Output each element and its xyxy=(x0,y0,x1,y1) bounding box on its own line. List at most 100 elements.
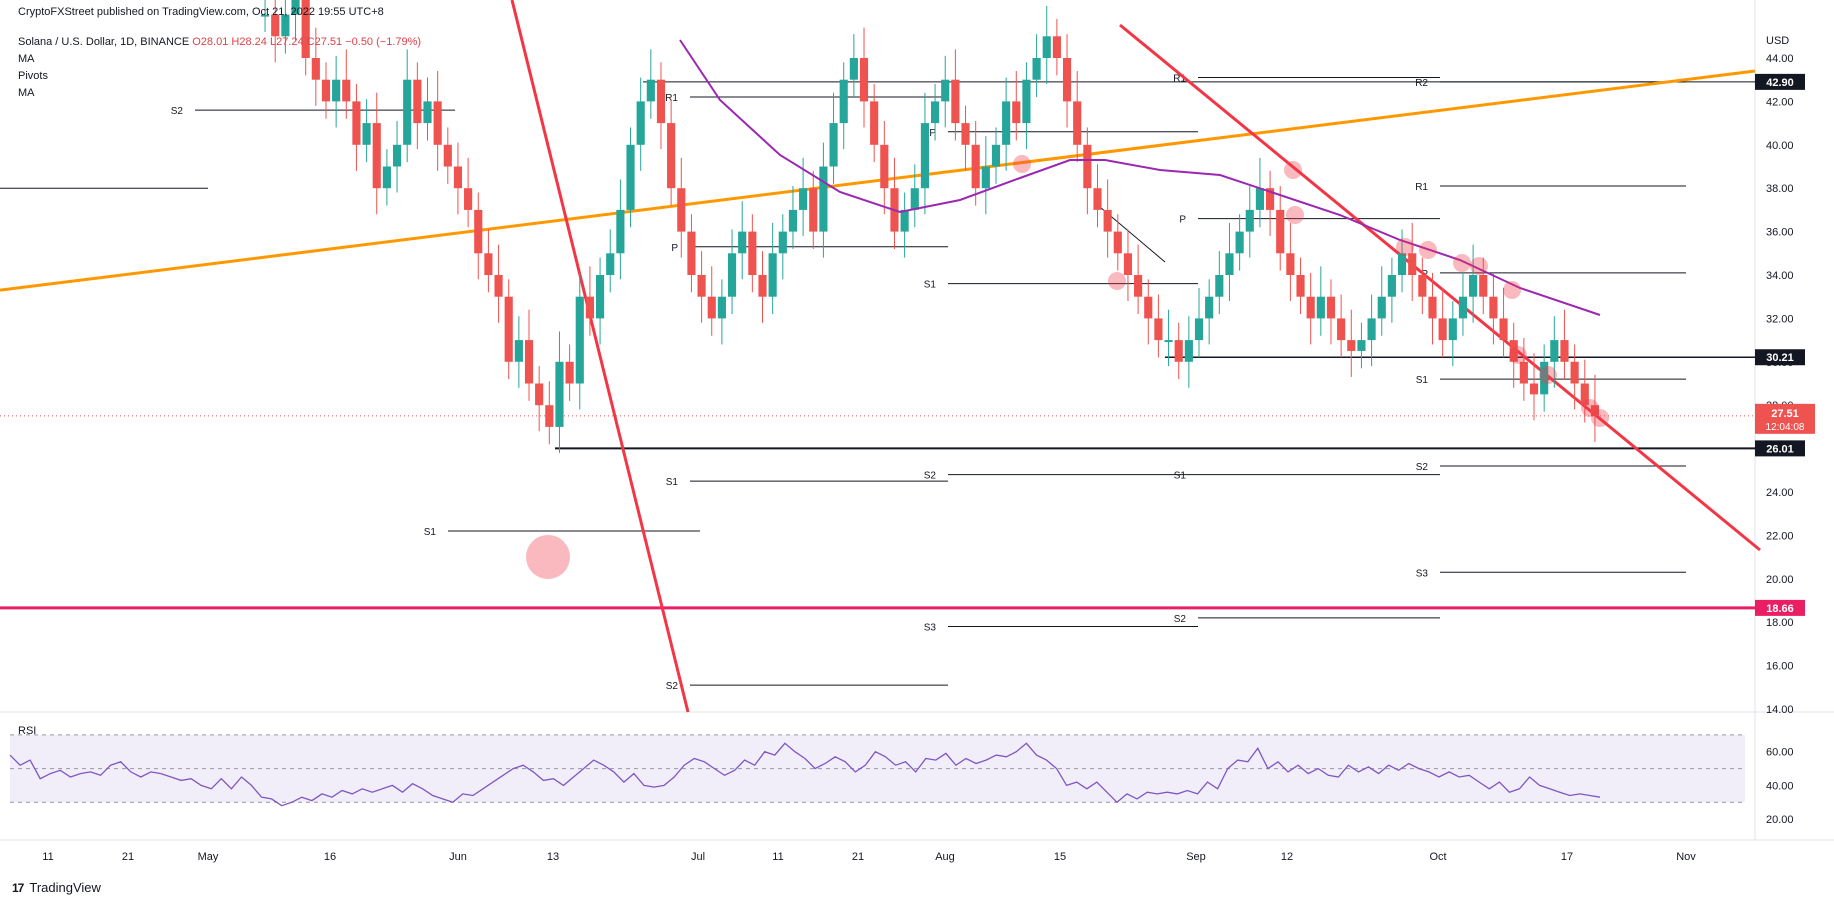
candle-body xyxy=(1387,275,1396,297)
candle-body xyxy=(931,101,940,124)
candle-body xyxy=(423,101,432,124)
candle-body xyxy=(1073,101,1082,145)
y-tick-label: 18.00 xyxy=(1766,617,1794,629)
y-tick-label: 36.00 xyxy=(1766,227,1794,239)
candle-body xyxy=(961,123,970,145)
red-downtrend-line xyxy=(1119,23,1761,552)
candle-body xyxy=(738,231,747,254)
highlight-marker xyxy=(1286,206,1304,224)
candle-body xyxy=(535,383,544,406)
candle-body xyxy=(545,405,554,427)
candle-body xyxy=(1499,318,1508,341)
pivot-label: R1 xyxy=(1415,182,1428,193)
rsi-line xyxy=(9,742,1601,807)
candle-body xyxy=(1245,209,1254,232)
candle-body xyxy=(464,188,473,210)
candle-body xyxy=(1042,36,1051,58)
x-tick-label: 11 xyxy=(42,851,53,863)
x-tick-label: 17 xyxy=(1561,851,1573,863)
legend-symbol[interactable]: Solana / U.S. Dollar, 1D, BINANCE xyxy=(18,36,190,48)
legend-ma-2[interactable]: MA xyxy=(18,87,35,99)
highlight-marker xyxy=(1396,238,1414,256)
candle-body xyxy=(301,0,310,58)
highlight-marker xyxy=(1470,257,1488,275)
axis-currency-label: USD xyxy=(1766,35,1789,47)
candle-body xyxy=(900,209,909,232)
y-tick-label: 24.00 xyxy=(1766,487,1794,499)
candle-body xyxy=(413,79,422,124)
candle-body xyxy=(1276,209,1285,254)
candle-body xyxy=(565,361,574,384)
x-tick-label: 12 xyxy=(1281,851,1293,863)
candle-body xyxy=(1286,253,1295,275)
pivot-label: S1 xyxy=(424,527,437,538)
candle-body xyxy=(656,79,666,124)
candle-body xyxy=(1184,340,1193,362)
pivot-label: S2 xyxy=(666,681,679,692)
candle-body xyxy=(971,144,980,189)
candle-body xyxy=(606,253,615,275)
candle-body xyxy=(1012,101,1021,124)
candle-body xyxy=(1123,253,1133,275)
pivot-label: S3 xyxy=(1416,568,1429,579)
candle-body xyxy=(382,166,391,189)
candle-body xyxy=(1164,340,1173,343)
x-tick-label: Jun xyxy=(449,851,467,863)
rsi-tick-label: 40.00 xyxy=(1766,780,1794,792)
candle-body xyxy=(392,144,402,167)
candle-body xyxy=(1550,340,1559,362)
candle-body xyxy=(788,209,798,232)
candle-body xyxy=(859,58,869,102)
candle-body xyxy=(433,101,442,145)
candles-group xyxy=(261,0,1599,453)
x-tick-label: May xyxy=(198,851,219,863)
candle-body xyxy=(1296,275,1305,297)
legend-change: −0.50 (−1.79%) xyxy=(345,36,422,48)
candle-body xyxy=(616,209,625,254)
candle-body xyxy=(880,144,889,189)
candle-body xyxy=(626,144,635,210)
legend-ma[interactable]: MA xyxy=(18,53,35,65)
ma-line xyxy=(679,39,1601,316)
candle-body xyxy=(687,231,696,275)
candle-body xyxy=(1479,275,1488,297)
pivot-label: R2 xyxy=(1415,78,1428,89)
legend-pivots[interactable]: Pivots xyxy=(18,70,48,82)
candle-body xyxy=(849,58,858,80)
pivot-label: S3 xyxy=(924,623,937,634)
candle-body xyxy=(1570,361,1579,384)
highlight-marker xyxy=(1539,366,1557,384)
pivot-label: R1 xyxy=(665,93,678,104)
candle-body xyxy=(1083,144,1092,189)
candle-body xyxy=(1408,253,1417,275)
candle-body xyxy=(1144,296,1153,319)
candle-body xyxy=(1560,340,1569,362)
x-tick-label: 11 xyxy=(772,851,783,863)
pivot-label: R1 xyxy=(1173,74,1186,85)
countdown-text: 12:04:08 xyxy=(1766,422,1805,433)
candle-body xyxy=(1418,275,1427,297)
candle-body xyxy=(768,253,777,297)
legend-symbol-row: Solana / U.S. Dollar, 1D, BINANCE O28.01… xyxy=(18,34,421,51)
candle-body xyxy=(870,101,879,145)
price-label-box xyxy=(1755,440,1805,457)
candle-body xyxy=(636,101,645,145)
x-tick-label: 15 xyxy=(1054,851,1066,863)
candle-body xyxy=(809,188,818,232)
legend-close: C27.51 xyxy=(306,36,343,48)
candle-body xyxy=(1266,188,1275,210)
highlight-marker xyxy=(1453,254,1471,272)
rsi-tick-label: 20.00 xyxy=(1766,814,1794,826)
candle-body xyxy=(271,14,280,37)
candle-body xyxy=(646,79,655,102)
highlight-marker xyxy=(1284,161,1302,179)
x-tick-label: Jul xyxy=(691,851,705,863)
candle-body xyxy=(1205,296,1214,319)
candle-body xyxy=(1469,275,1478,297)
tradingview-logo-icon: 17 xyxy=(12,880,24,895)
candle-body xyxy=(474,209,483,254)
footer-brand[interactable]: 17 TradingView xyxy=(12,880,101,895)
candle-body xyxy=(1103,209,1112,232)
price-label-text: 42.90 xyxy=(1766,77,1794,89)
